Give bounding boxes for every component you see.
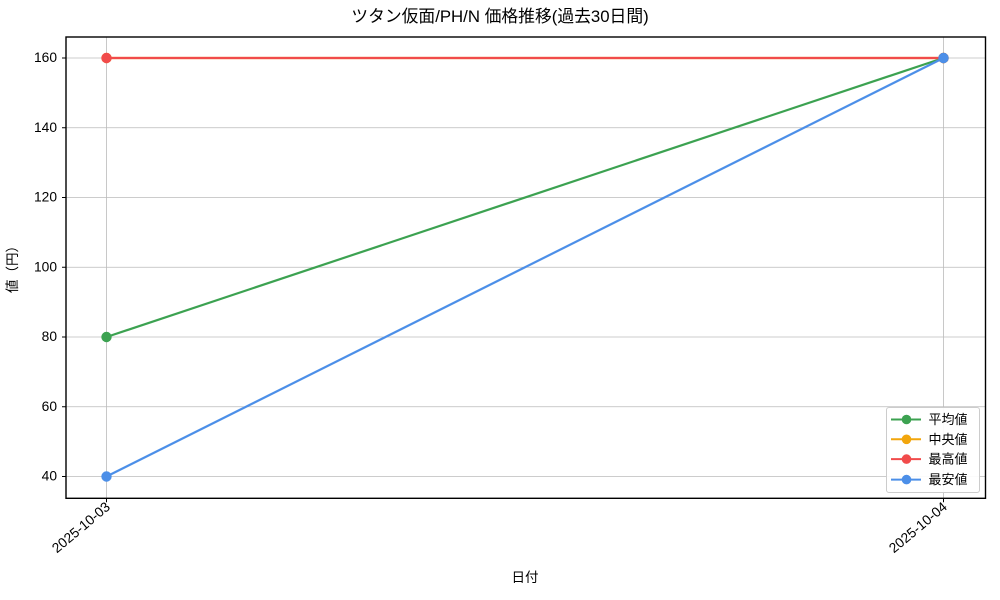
svg-text:中央値: 中央値 <box>929 432 968 447</box>
svg-text:平均値: 平均値 <box>929 412 968 427</box>
svg-text:最高値: 最高値 <box>929 452 968 467</box>
svg-text:最安値: 最安値 <box>929 472 968 487</box>
